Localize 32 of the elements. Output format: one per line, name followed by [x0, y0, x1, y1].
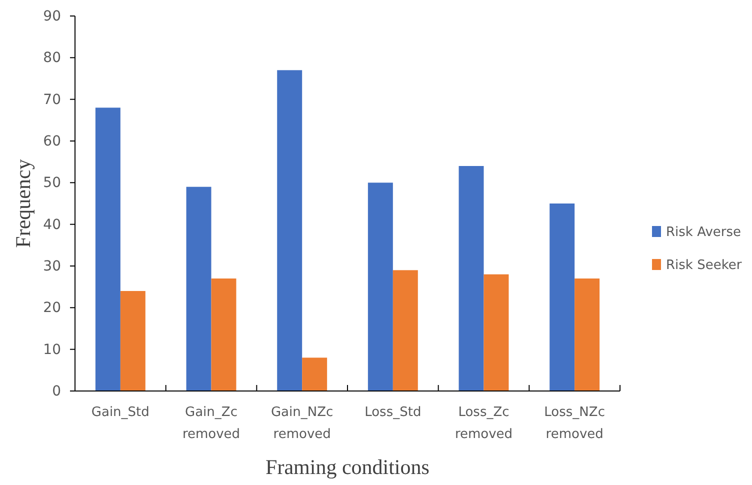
bar [186, 186, 212, 391]
bar [211, 278, 236, 391]
y-tick-label: 60 [43, 133, 61, 150]
y-tick-label: 50 [43, 175, 61, 192]
bar [392, 270, 418, 391]
y-tick-label: 10 [43, 342, 61, 358]
y-tick-label: 0 [52, 383, 61, 400]
bar [120, 291, 146, 391]
bar [368, 182, 393, 391]
y-tick-label: 70 [43, 92, 61, 108]
bar [458, 166, 484, 391]
x-tick-label: Loss_Std [364, 405, 422, 420]
bar [302, 358, 328, 391]
y-tick-label: 20 [43, 300, 61, 316]
x-tick-label: Gain_NZc removed [270, 405, 334, 442]
bar [484, 274, 509, 391]
y-tick-label: 80 [43, 50, 61, 66]
x-tick-label: Loss_NZc removed [544, 405, 605, 442]
bar [95, 108, 120, 391]
y-tick-label: 30 [43, 258, 61, 274]
legend-label: Risk Seeker [666, 258, 742, 273]
bar [574, 278, 600, 391]
bar [277, 70, 302, 391]
y-axis-title: Frequency [11, 158, 35, 248]
legend-label: Risk Averse [666, 225, 742, 240]
y-tick-label: 90 [43, 8, 61, 24]
x-axis-title: Framing conditions [266, 455, 430, 479]
x-tick-label: Loss_Zc removed [454, 405, 513, 442]
y-tick-label: 40 [43, 216, 61, 233]
x-tick-label: Gain_Zc removed [182, 405, 240, 442]
x-tick-label: Gain_Std [91, 405, 150, 420]
bar [550, 204, 575, 391]
